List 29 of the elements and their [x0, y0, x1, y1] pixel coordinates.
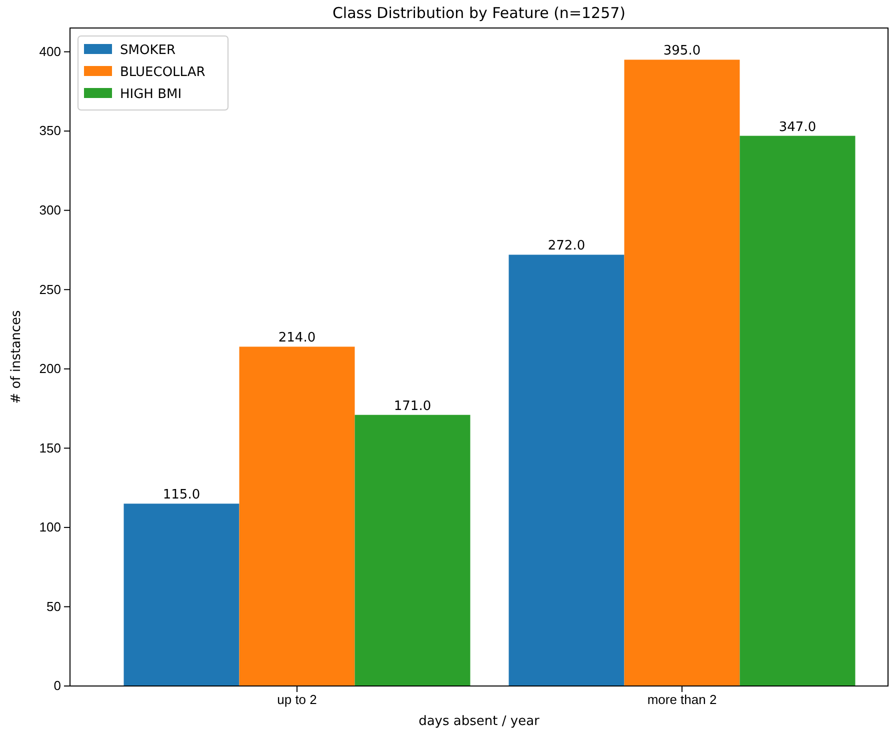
legend-label: HIGH BMI	[120, 87, 182, 102]
chart-title: Class Distribution by Feature (n=1257)	[332, 4, 626, 22]
bar	[740, 136, 856, 686]
legend-label: SMOKER	[120, 43, 176, 58]
data-label: 214.0	[278, 330, 316, 346]
x-tick-label: up to 2	[277, 692, 317, 708]
bar	[239, 346, 355, 686]
x-tick-label: more than 2	[647, 692, 717, 708]
y-tick-label: 0	[54, 678, 61, 694]
y-tick-label: 200	[39, 361, 61, 376]
y-tick-label: 300	[39, 202, 61, 218]
y-tick-label: 400	[39, 44, 61, 59]
data-label: 347.0	[778, 120, 816, 135]
bar	[124, 504, 240, 686]
bar	[624, 60, 740, 686]
y-tick-label: 150	[39, 440, 61, 456]
x-axis-title: days absent / year	[418, 714, 540, 729]
bar	[354, 414, 470, 686]
bar	[508, 254, 624, 686]
data-label: 395.0	[663, 44, 701, 59]
data-label: 115.0	[162, 488, 200, 503]
y-tick-label: 50	[46, 598, 61, 614]
y-tick-label: 350	[39, 123, 61, 138]
y-tick-label: 100	[39, 520, 61, 535]
data-label: 272.0	[548, 238, 586, 254]
y-tick-label: 250	[39, 282, 61, 297]
legend-label: BLUECOLLAR	[120, 65, 206, 80]
y-axis-title: # of instances	[9, 310, 24, 404]
data-label: 171.0	[394, 398, 432, 414]
